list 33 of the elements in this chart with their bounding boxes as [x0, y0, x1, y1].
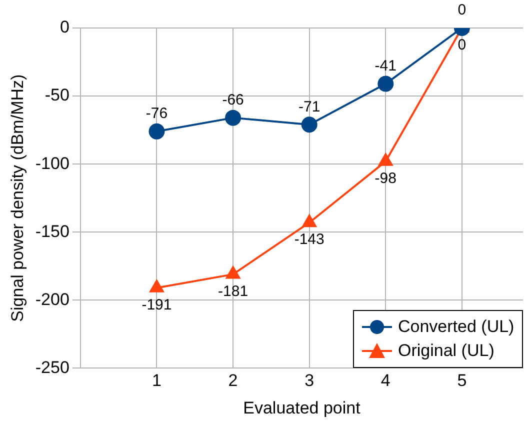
- y-tick-label: -50: [44, 86, 70, 105]
- x-tick-label: 3: [304, 371, 314, 390]
- data-label: -143: [294, 231, 324, 248]
- y-axis-title: Signal power density (dBm/MHz): [8, 74, 27, 322]
- point: [226, 266, 240, 279]
- data-label: 0: [458, 36, 466, 54]
- x-tick-label: 1: [152, 371, 162, 390]
- point: [225, 110, 242, 126]
- data-label: -71: [298, 98, 320, 116]
- point: [378, 76, 394, 92]
- point: [301, 116, 318, 133]
- data-label: -98: [374, 170, 396, 187]
- x-tick-label: 5: [457, 371, 467, 390]
- point: [378, 153, 393, 166]
- y-tick-label: -100: [35, 154, 70, 173]
- y-tick-label: -150: [35, 222, 70, 241]
- x-tick-label: 4: [380, 371, 390, 390]
- data-label: 0: [458, 2, 466, 19]
- legend-label: Converted (UL): [398, 317, 514, 338]
- y-tick-label: 0: [60, 18, 70, 37]
- point: [150, 280, 164, 292]
- point: [302, 214, 316, 228]
- legend-label: Original (UL): [398, 341, 494, 362]
- data-label: -41: [374, 57, 396, 74]
- x-axis-title: Evaluated point: [243, 398, 361, 418]
- data-label: -181: [218, 282, 248, 300]
- data-label: -191: [142, 296, 172, 314]
- x-tick-label: 2: [228, 371, 238, 390]
- y-tick-label: -200: [35, 290, 70, 309]
- data-label: -76: [146, 105, 168, 122]
- data-label: -66: [222, 91, 244, 108]
- point: [148, 123, 165, 140]
- y-tick-label: -250: [35, 358, 70, 377]
